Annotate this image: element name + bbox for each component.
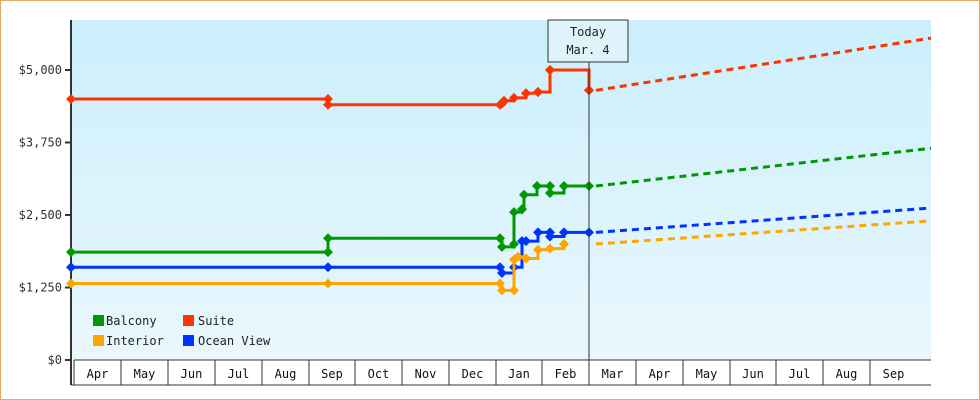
legend-item-balcony: Balcony	[93, 314, 157, 328]
data-point-icon	[519, 189, 529, 200]
data-point-icon	[499, 95, 509, 106]
today-label: Today	[570, 25, 606, 39]
svg-text:Ocean View: Ocean View	[198, 334, 271, 348]
svg-text:Suite: Suite	[198, 314, 234, 328]
data-point-icon	[521, 88, 531, 99]
data-point-icon	[545, 181, 555, 191]
data-point-icon	[533, 244, 543, 255]
month-label: Mar	[602, 367, 624, 381]
data-point-icon	[509, 207, 519, 218]
month-label: Aug	[836, 367, 858, 381]
svg-text:Balcony: Balcony	[106, 314, 157, 328]
month-label: May	[696, 367, 718, 381]
data-point-icon	[66, 262, 76, 273]
data-point-icon	[509, 285, 519, 296]
data-point-icon	[533, 87, 543, 98]
data-point-icon	[521, 236, 531, 247]
data-point-icon	[323, 247, 333, 258]
data-point-icon	[323, 262, 333, 273]
ocean-view-swatch-icon	[183, 335, 194, 346]
data-point-icon	[509, 92, 519, 103]
month-label: Sep	[883, 367, 905, 381]
data-point-icon	[323, 278, 333, 289]
y-tick-label: $3,750	[19, 136, 62, 150]
balcony-swatch-icon	[93, 315, 104, 326]
forecast-line-suite	[595, 36, 932, 92]
month-label: Apr	[649, 367, 671, 381]
y-tick-label: $0	[48, 353, 62, 367]
data-point-icon	[497, 285, 507, 296]
x-axis-months: Apr May Jun Jul Aug Sep Oct Nov Dec Jan Feb Mar Apr M…	[71, 359, 931, 386]
plot-area	[72, 20, 931, 360]
forecast-line-interior	[595, 219, 932, 246]
data-point-icon	[323, 99, 333, 110]
month-label: Oct	[368, 367, 390, 381]
data-point-icon	[497, 241, 507, 252]
svg-text:Interior: Interior	[106, 334, 164, 348]
month-label: Jul	[789, 367, 811, 381]
legend-item-ocean-view: Ocean View	[183, 334, 271, 348]
y-tick-label: $2,500	[19, 208, 62, 222]
data-point-icon	[66, 247, 76, 258]
month-label: Jun	[181, 367, 203, 381]
month-label: Sep	[321, 367, 343, 381]
data-point-icon	[559, 239, 569, 249]
legend-item-suite: Suite	[183, 314, 234, 328]
forecast-line-balcony	[595, 146, 932, 188]
y-tick-label: $5,000	[19, 63, 62, 77]
month-label: May	[134, 367, 156, 381]
data-point-icon	[545, 231, 555, 242]
data-point-icon	[509, 239, 519, 249]
suite-swatch-icon	[183, 315, 194, 326]
data-point-icon	[497, 268, 507, 278]
data-point-icon	[66, 278, 76, 289]
data-point-icon	[513, 251, 523, 262]
forecast-line-ocean-view	[595, 206, 932, 234]
data-point-icon	[323, 233, 333, 244]
month-label: Dec	[462, 367, 484, 381]
data-point-icon	[559, 227, 569, 238]
series-lines	[66, 36, 932, 296]
month-label: Aug	[275, 367, 297, 381]
month-label: Jan	[508, 367, 530, 381]
data-point-icon	[323, 94, 333, 104]
month-label: Apr	[87, 367, 109, 381]
today-date: Mar. 4	[566, 43, 609, 57]
data-point-icon	[532, 181, 542, 191]
data-point-icon	[521, 253, 531, 264]
interior-swatch-icon	[93, 335, 104, 346]
data-point-icon	[533, 227, 543, 238]
data-point-icon	[66, 94, 76, 104]
data-point-icon	[559, 181, 569, 191]
month-label: Jun	[742, 367, 764, 381]
legend: Balcony Suite Interior Ocean View	[93, 314, 271, 348]
data-point-icon	[545, 65, 555, 75]
today-marker: Today Mar. 4	[547, 19, 629, 360]
legend-item-interior: Interior	[93, 334, 164, 348]
data-point-icon	[545, 243, 555, 254]
y-axis-ticks: $0 $1,250 $2,500 $3,750 $5,000	[19, 63, 71, 367]
month-label: Feb	[555, 367, 577, 381]
y-tick-label: $1,250	[19, 281, 62, 295]
month-label: Nov	[415, 367, 437, 381]
data-point-icon	[495, 233, 505, 244]
month-label: Jul	[228, 367, 250, 381]
data-point-icon	[545, 187, 555, 198]
data-point-icon	[517, 204, 527, 215]
